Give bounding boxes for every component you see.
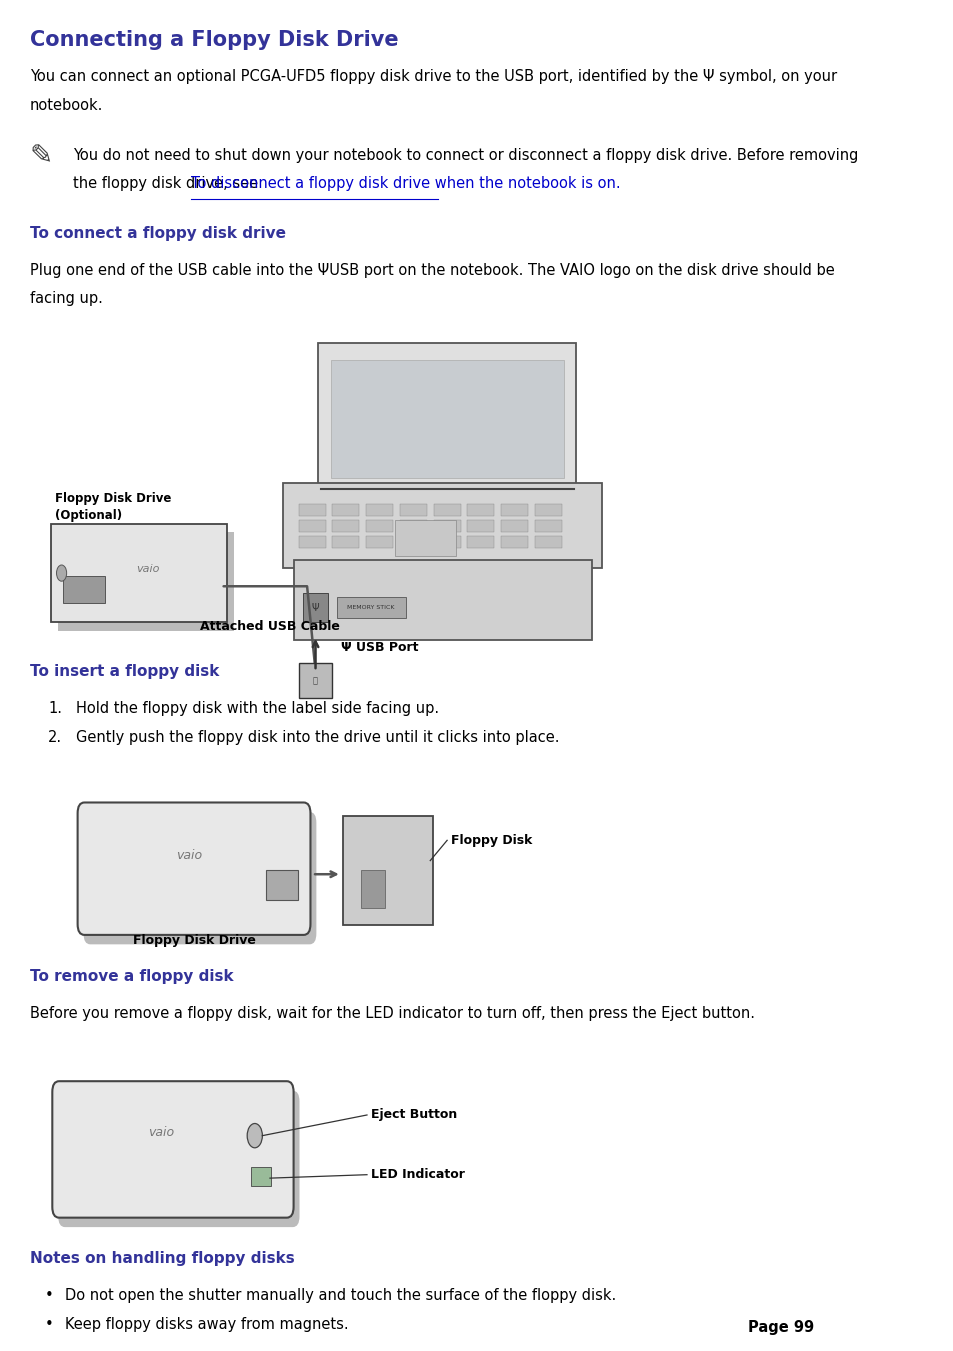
Text: MEMORY STICK: MEMORY STICK bbox=[347, 605, 395, 611]
FancyBboxPatch shape bbox=[434, 520, 460, 532]
FancyBboxPatch shape bbox=[399, 520, 426, 532]
Text: Keep floppy disks away from magnets.: Keep floppy disks away from magnets. bbox=[65, 1317, 348, 1332]
Text: facing up.: facing up. bbox=[30, 292, 102, 307]
FancyBboxPatch shape bbox=[395, 520, 456, 557]
Text: 1.: 1. bbox=[48, 701, 62, 716]
Text: Connecting a Floppy Disk Drive: Connecting a Floppy Disk Drive bbox=[30, 30, 397, 50]
Text: Plug one end of the USB cable into the ΨUSB port on the notebook. The VAIO logo : Plug one end of the USB cable into the Ψ… bbox=[30, 263, 834, 278]
FancyBboxPatch shape bbox=[298, 536, 325, 549]
FancyBboxPatch shape bbox=[434, 504, 460, 516]
FancyBboxPatch shape bbox=[366, 520, 393, 532]
Text: To insert a floppy disk: To insert a floppy disk bbox=[30, 665, 218, 680]
Text: (Optional): (Optional) bbox=[54, 509, 122, 523]
FancyBboxPatch shape bbox=[58, 1090, 299, 1227]
FancyBboxPatch shape bbox=[535, 536, 561, 549]
Text: LED Indicator: LED Indicator bbox=[371, 1169, 465, 1181]
Text: ⦺: ⦺ bbox=[313, 676, 317, 685]
FancyBboxPatch shape bbox=[336, 597, 405, 619]
FancyBboxPatch shape bbox=[467, 520, 494, 532]
FancyBboxPatch shape bbox=[52, 1081, 294, 1217]
FancyBboxPatch shape bbox=[500, 504, 528, 516]
Text: Ψ: Ψ bbox=[312, 603, 319, 612]
Text: To connect a floppy disk drive: To connect a floppy disk drive bbox=[30, 226, 285, 242]
Text: Floppy Disk Drive: Floppy Disk Drive bbox=[132, 934, 255, 947]
Text: Attached USB Cable: Attached USB Cable bbox=[199, 620, 339, 634]
Text: vaio: vaio bbox=[176, 848, 202, 862]
FancyBboxPatch shape bbox=[283, 484, 601, 569]
FancyBboxPatch shape bbox=[298, 663, 332, 698]
Text: 2.: 2. bbox=[48, 730, 62, 744]
FancyBboxPatch shape bbox=[332, 536, 359, 549]
FancyBboxPatch shape bbox=[366, 536, 393, 549]
FancyBboxPatch shape bbox=[467, 504, 494, 516]
Text: Floppy Disk: Floppy Disk bbox=[451, 834, 532, 847]
Text: Before you remove a floppy disk, wait for the LED indicator to turn off, then pr: Before you remove a floppy disk, wait fo… bbox=[30, 1005, 754, 1020]
FancyBboxPatch shape bbox=[500, 536, 528, 549]
Text: Hold the floppy disk with the label side facing up.: Hold the floppy disk with the label side… bbox=[76, 701, 438, 716]
Circle shape bbox=[56, 565, 67, 581]
FancyBboxPatch shape bbox=[51, 524, 227, 623]
FancyBboxPatch shape bbox=[294, 561, 592, 640]
Text: vaio: vaio bbox=[136, 563, 159, 574]
Text: the floppy disk drive, see: the floppy disk drive, see bbox=[73, 176, 263, 192]
Text: Eject Button: Eject Button bbox=[371, 1108, 457, 1121]
FancyBboxPatch shape bbox=[266, 870, 297, 900]
Text: You can connect an optional PCGA-UFD5 floppy disk drive to the USB port, identif: You can connect an optional PCGA-UFD5 fl… bbox=[30, 69, 836, 85]
Text: Floppy Disk Drive: Floppy Disk Drive bbox=[54, 492, 171, 505]
Text: Gently push the floppy disk into the drive until it clicks into place.: Gently push the floppy disk into the dri… bbox=[76, 730, 558, 744]
FancyBboxPatch shape bbox=[399, 536, 426, 549]
FancyBboxPatch shape bbox=[331, 361, 563, 478]
FancyBboxPatch shape bbox=[399, 504, 426, 516]
Text: •: • bbox=[45, 1317, 53, 1332]
Text: Notes on handling floppy disks: Notes on handling floppy disks bbox=[30, 1251, 294, 1266]
FancyBboxPatch shape bbox=[58, 532, 233, 631]
FancyBboxPatch shape bbox=[434, 536, 460, 549]
Circle shape bbox=[247, 1124, 262, 1148]
FancyBboxPatch shape bbox=[360, 870, 384, 908]
FancyBboxPatch shape bbox=[77, 802, 310, 935]
Text: To remove a floppy disk: To remove a floppy disk bbox=[30, 969, 233, 984]
FancyBboxPatch shape bbox=[317, 343, 576, 493]
Text: notebook.: notebook. bbox=[30, 97, 103, 113]
Text: Do not open the shutter manually and touch the surface of the floppy disk.: Do not open the shutter manually and tou… bbox=[65, 1289, 616, 1304]
FancyBboxPatch shape bbox=[343, 816, 433, 925]
Text: Ψ USB Port: Ψ USB Port bbox=[340, 640, 418, 654]
Text: •: • bbox=[45, 1289, 53, 1304]
FancyBboxPatch shape bbox=[500, 520, 528, 532]
FancyBboxPatch shape bbox=[302, 593, 328, 623]
FancyBboxPatch shape bbox=[63, 577, 106, 604]
FancyBboxPatch shape bbox=[251, 1167, 271, 1186]
FancyBboxPatch shape bbox=[535, 520, 561, 532]
Text: Page 99: Page 99 bbox=[747, 1320, 813, 1335]
FancyBboxPatch shape bbox=[467, 536, 494, 549]
Text: ✎: ✎ bbox=[30, 142, 52, 170]
Text: You do not need to shut down your notebook to connect or disconnect a floppy dis: You do not need to shut down your notebo… bbox=[73, 147, 858, 163]
FancyBboxPatch shape bbox=[298, 520, 325, 532]
FancyBboxPatch shape bbox=[332, 520, 359, 532]
FancyBboxPatch shape bbox=[366, 504, 393, 516]
FancyBboxPatch shape bbox=[84, 812, 316, 944]
FancyBboxPatch shape bbox=[535, 504, 561, 516]
FancyBboxPatch shape bbox=[332, 504, 359, 516]
Text: To disconnect a floppy disk drive when the notebook is on.: To disconnect a floppy disk drive when t… bbox=[191, 176, 619, 192]
Text: vaio: vaio bbox=[149, 1125, 174, 1139]
FancyBboxPatch shape bbox=[298, 504, 325, 516]
